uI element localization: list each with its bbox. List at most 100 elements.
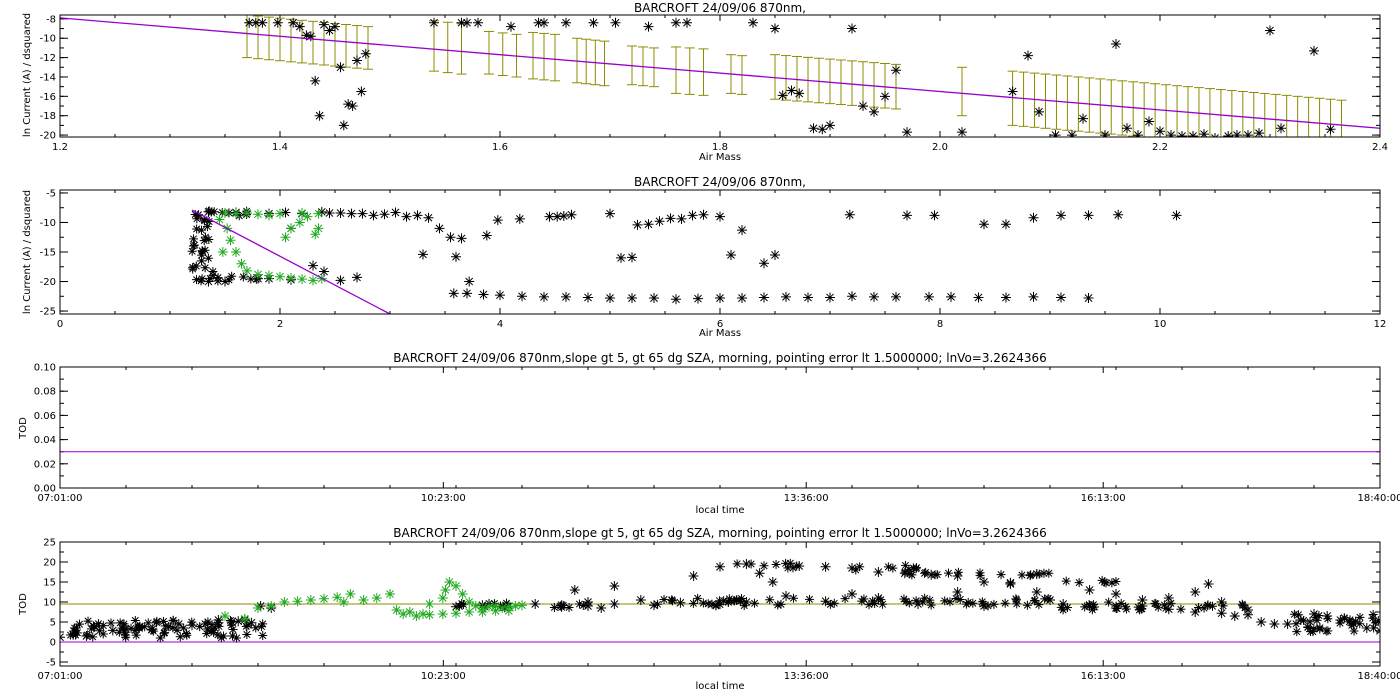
panel-4-data-point bbox=[1243, 605, 1253, 615]
panel-1-error-bar bbox=[858, 61, 868, 107]
panel-1-data-point bbox=[257, 17, 268, 28]
panel-2-cluster-point bbox=[203, 253, 213, 263]
panel-2-ylabel: ln Current (A) / dsquared bbox=[22, 190, 33, 314]
panel-4-cluster-point bbox=[207, 624, 217, 634]
panel-1-error-bar bbox=[1106, 79, 1117, 135]
panel-4-cluster-point bbox=[736, 593, 746, 603]
panel-2-selected-point bbox=[217, 247, 228, 257]
panel-4-cluster-point bbox=[857, 596, 867, 606]
panel-4-cluster-point bbox=[1355, 619, 1365, 629]
panel-4-cluster-point bbox=[117, 623, 127, 633]
panel-4-cluster-point bbox=[1111, 576, 1121, 586]
panel-4-cluster-point bbox=[911, 596, 921, 606]
panel-4-data-point bbox=[979, 601, 989, 611]
panel-1-error-bar bbox=[341, 24, 351, 68]
panel-1-data-point bbox=[671, 17, 681, 28]
panel-1-data-point bbox=[1078, 113, 1088, 124]
panel-2-data-point bbox=[1001, 292, 1011, 303]
panel-4-cluster-point bbox=[851, 565, 861, 575]
panel-2-selected-point bbox=[214, 214, 225, 225]
panel-3-ytick-label: 0.10 bbox=[34, 363, 56, 374]
panel-4-cluster-point bbox=[736, 596, 746, 606]
panel-4-data-point bbox=[68, 629, 79, 640]
panel-1-error-bar bbox=[1193, 87, 1204, 137]
panel-4-data-point bbox=[1216, 597, 1227, 607]
panel-4-cluster-point bbox=[943, 568, 953, 578]
panel-2-data-point bbox=[605, 208, 615, 219]
panel-2-cluster-point bbox=[193, 211, 203, 221]
panel-2-data-point bbox=[319, 266, 329, 277]
panel-2-data-point bbox=[632, 219, 643, 230]
panel-2-data-point bbox=[869, 291, 879, 302]
panel-4-data-point bbox=[1084, 585, 1095, 595]
panel-2-selected-point bbox=[310, 229, 321, 240]
panel-4-cluster-point bbox=[202, 629, 212, 639]
panel-1-error-bar bbox=[429, 20, 439, 72]
panel-2-selected-point bbox=[294, 217, 305, 228]
panel-4-cluster-point bbox=[855, 562, 865, 572]
panel-2-data-point bbox=[847, 291, 857, 302]
panel-1-error-bar bbox=[1215, 89, 1226, 137]
panel-4-data-point bbox=[899, 568, 910, 579]
panel-4-cluster-point bbox=[143, 618, 153, 628]
panel-2-data-point bbox=[726, 249, 736, 260]
panel-4-cluster-point bbox=[940, 596, 950, 606]
panel-4-data-point bbox=[767, 577, 778, 587]
panel-4-cluster-point bbox=[1199, 603, 1209, 613]
panel-3-ylabel: TOD bbox=[18, 417, 29, 440]
panel-4-cluster-point bbox=[829, 598, 839, 608]
panel-4-data-point bbox=[741, 597, 752, 607]
panel-2-cluster-point bbox=[197, 274, 207, 284]
panel-4-axes-frame bbox=[59, 541, 1381, 667]
panel-4-cluster-point bbox=[1151, 599, 1161, 609]
panel-2-xtick-label: 6 bbox=[717, 319, 723, 330]
panel-1-data-point bbox=[324, 25, 335, 36]
panel-4-cluster-point bbox=[172, 625, 182, 635]
panel-2-plot-area bbox=[187, 206, 1182, 314]
panel-2-data-point bbox=[665, 213, 676, 224]
panel-4-cluster-point bbox=[1017, 570, 1027, 580]
panel-4-cluster-point bbox=[159, 628, 169, 638]
panel-1-airmass-zoom: BARCROFT 24/09/06 870nm, Air Mass ln Cur… bbox=[22, 1, 1388, 163]
panel-4-cluster-point bbox=[714, 596, 724, 606]
panel-4-data-point bbox=[569, 585, 580, 595]
panel-2-xtick-label: 2 bbox=[277, 319, 283, 330]
panel-2-selected-point bbox=[275, 208, 285, 219]
panel-2-ytick-label: -25 bbox=[40, 307, 56, 318]
panel-4-data-point bbox=[1190, 607, 1201, 617]
panel-2-cluster-point bbox=[188, 262, 198, 272]
panel-4-cluster-point bbox=[114, 627, 124, 637]
panel-2-data-point bbox=[324, 208, 335, 219]
panel-1-data-point bbox=[1188, 131, 1198, 137]
panel-2-data-point bbox=[924, 291, 934, 302]
panel-4-data-point bbox=[1005, 579, 1016, 589]
panel-4-cluster-point bbox=[227, 631, 237, 641]
panel-4-cluster-point bbox=[258, 631, 268, 641]
panel-1-error-bar bbox=[497, 32, 508, 77]
panel-4-cluster-point bbox=[693, 593, 703, 603]
panel-1-data-point bbox=[957, 127, 967, 137]
panel-1-data-point bbox=[643, 21, 654, 32]
panel-4-cluster-point bbox=[1012, 595, 1022, 605]
panel-2-data-point bbox=[220, 276, 230, 287]
panel-4-data-point bbox=[1111, 603, 1121, 613]
panel-1-data-point bbox=[1050, 130, 1061, 137]
panel-1-error-bar bbox=[671, 46, 681, 94]
panel-4-cluster-point bbox=[88, 632, 98, 642]
panel-1-error-bar bbox=[1248, 91, 1259, 137]
panel-2-cluster-point bbox=[209, 207, 219, 217]
panel-4-cluster-point bbox=[1194, 602, 1204, 612]
panel-1-error-bar bbox=[539, 32, 549, 81]
panel-4-cluster-point bbox=[242, 629, 252, 639]
panel-4-xtick-label: 10:23:00 bbox=[421, 671, 466, 682]
panel-4-cluster-point bbox=[175, 632, 185, 642]
panel-4-data-point bbox=[952, 587, 963, 597]
panel-4-ytick-label: 20 bbox=[43, 558, 56, 569]
panel-4-data-point bbox=[1269, 619, 1280, 629]
panel-1-plot-area bbox=[60, 15, 1380, 137]
panel-4-cluster-point bbox=[951, 593, 961, 603]
panel-2-selected-point bbox=[313, 208, 324, 219]
panel-2-data-point bbox=[539, 291, 549, 302]
panel-4-cluster-point bbox=[1074, 578, 1084, 588]
